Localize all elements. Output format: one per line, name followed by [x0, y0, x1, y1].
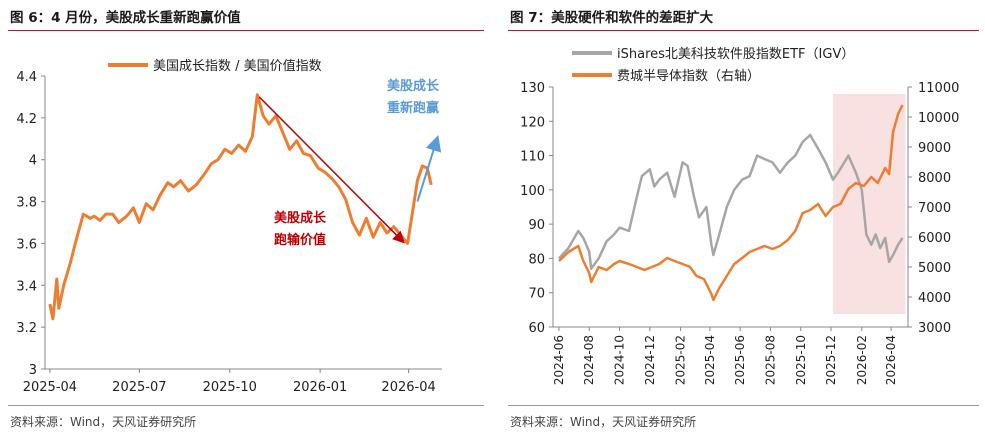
y-tick-label-left: 130 [520, 81, 545, 96]
annotation-outperform: 美股成长 [387, 78, 440, 94]
x-tick-label: 2025-06 [733, 335, 747, 385]
x-tick-label: 2025-07 [112, 380, 166, 395]
figure-7-source: 资料来源：Wind，天风证券研究所 [510, 415, 697, 429]
annotation-underperform: 跑输价值 [274, 232, 326, 248]
x-tick-label: 2025-04 [703, 335, 717, 385]
figure-7-title: 图 7：美股硬件和软件的差距扩大 [510, 10, 714, 26]
y-tick-label: 3.4 [16, 279, 37, 294]
growth-value-chart: 3 3.2 3.4 3.6 3.8 4 4.2 4.4 2025-04 2025-07 2025-1… [16, 58, 442, 395]
y-tick-label-left: 90 [528, 218, 545, 233]
y-tick-label: 4.4 [16, 70, 37, 85]
y-tick-label-right: 11000 [918, 81, 959, 96]
y-tick-label: 4 [29, 154, 37, 169]
x-tick-label: 2025-04 [23, 380, 77, 395]
x-tick-label: 2025-10 [794, 335, 808, 385]
source-rule [508, 405, 979, 406]
legend-label-igv: iShares北美科技软件股指数ETF（IGV） [617, 47, 854, 62]
outperform-arrow [416, 134, 442, 202]
underperform-arrow [258, 96, 405, 244]
y-tick-label-left: 120 [520, 115, 545, 130]
y-tick-label-right: 9000 [918, 141, 951, 156]
software-semis-chart: 60 70 80 90 100 110 120 130 3000 4000 5000 6000 7000… [520, 47, 959, 385]
y-tick-label-left: 80 [528, 252, 545, 267]
title-rule [8, 30, 484, 31]
sox-line [558, 104, 904, 302]
title-rule [508, 30, 979, 31]
figure-6-title: 图 6：4 月份，美股成长重新跑赢价值 [10, 10, 241, 26]
x-tick-label: 2025-08 [763, 335, 777, 385]
y-tick-label-right: 7000 [918, 201, 951, 216]
y-tick-label-right: 3000 [918, 321, 951, 336]
x-tick-label: 2026-02 [855, 335, 869, 385]
annotation-outperform: 重新跑赢 [387, 100, 439, 116]
y-tick-label-right: 4000 [918, 291, 951, 306]
y-tick-label: 3.6 [16, 237, 37, 252]
legend-label: 美国成长指数 / 美国价值指数 [153, 58, 322, 74]
x-tick-label: 2024-10 [613, 335, 627, 385]
y-tick-label-right: 6000 [918, 231, 951, 246]
figure-7-panel: 图 7：美股硬件和软件的差距扩大 60 70 80 90 100 110 120 130 300… [500, 0, 985, 441]
y-tick-label-left: 70 [528, 287, 545, 302]
annotation-underperform: 美股成长 [274, 210, 327, 226]
x-tick-label: 2024-12 [643, 335, 657, 385]
y-tick-label: 3.2 [16, 321, 37, 336]
y-tick-label-left: 100 [520, 184, 545, 199]
y-tick-label-left: 110 [520, 150, 545, 165]
y-tick-label-right: 10000 [918, 111, 959, 126]
x-tick-label: 2024-08 [582, 335, 596, 385]
x-tick-label: 2025-12 [824, 335, 838, 385]
figure-6-panel: 图 6：4 月份，美股成长重新跑赢价值 3 3.2 3.4 3.6 3.8 4 4.2 4.4… [0, 0, 490, 441]
y-tick-label: 3 [29, 363, 37, 378]
y-tick-label: 4.2 [16, 112, 37, 127]
y-tick-label-right: 8000 [918, 171, 951, 186]
y-tick-label: 3.8 [16, 196, 37, 211]
legend-label-sox: 费城半导体指数（右轴） [617, 69, 760, 84]
igv-line [558, 133, 904, 270]
x-tick-label: 2025-02 [674, 335, 688, 385]
x-tick-label: 2026-04 [884, 335, 898, 385]
x-tick-label: 2025-10 [203, 380, 257, 395]
figure-6-source: 资料来源：Wind，天风证券研究所 [10, 415, 197, 429]
ratio-line [48, 93, 433, 321]
x-tick-label: 2026-04 [381, 380, 435, 395]
x-tick-label: 2026-01 [293, 380, 347, 395]
y-tick-label-left: 60 [528, 321, 545, 336]
source-rule [8, 405, 484, 406]
x-tick-label: 2024-06 [552, 335, 566, 385]
y-tick-label-right: 5000 [918, 261, 951, 276]
